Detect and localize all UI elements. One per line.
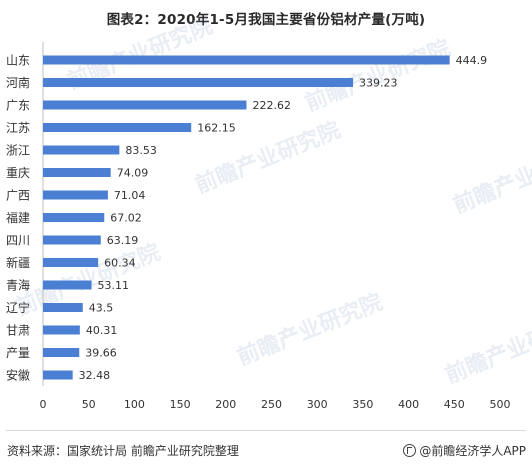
data-label: 71.04 <box>114 189 146 202</box>
x-tick-label: 400 <box>398 398 419 411</box>
x-tick-label: 200 <box>215 398 236 411</box>
data-label: 222.62 <box>252 99 290 112</box>
bar <box>43 145 120 155</box>
category-label: 河南 <box>6 75 30 90</box>
category-label: 浙江 <box>6 144 30 158</box>
category-label: 广东 <box>6 99 30 113</box>
data-label: 63.19 <box>107 234 139 247</box>
brand-name: @前瞻经济学人APP <box>419 444 526 458</box>
x-tick-label: 450 <box>444 398 465 411</box>
data-label: 32.48 <box>79 369 111 382</box>
category-label: 福建 <box>6 210 30 225</box>
chart-title: 图表2：2020年1-5月我国主要省份铝材产量(万吨) <box>106 12 426 28</box>
x-tick-label: 150 <box>170 398 191 411</box>
data-label: 83.53 <box>125 144 157 157</box>
bar <box>43 370 73 380</box>
data-label: 67.02 <box>110 212 142 225</box>
category-label: 山东 <box>6 54 30 68</box>
category-label: 青海 <box>6 278 30 293</box>
brand-credit: @前瞻经济学人APP <box>403 442 526 459</box>
category-label: 安徽 <box>6 368 30 383</box>
brand-logo-icon <box>403 444 417 457</box>
data-label: 444.9 <box>456 54 488 67</box>
bar <box>43 100 247 110</box>
bar <box>43 348 80 357</box>
category-label: 甘肃 <box>6 324 30 338</box>
data-label: 40.31 <box>86 324 118 337</box>
bar <box>43 168 111 177</box>
category-label: 辽宁 <box>6 300 30 315</box>
x-tick-label: 0 <box>40 398 47 411</box>
data-label: 43.5 <box>89 302 114 315</box>
bar <box>43 55 450 65</box>
data-label: 53.11 <box>98 279 130 292</box>
category-label: 新疆 <box>6 255 30 270</box>
category-label: 江苏 <box>6 121 30 135</box>
data-label: 74.09 <box>117 167 149 180</box>
bar-chart: 山东 444.9 河南 339.23 广东 222.62 江苏 162.15 浙江 83.53 重庆… <box>6 42 511 411</box>
bar <box>43 213 105 222</box>
x-tick-label: 350 <box>352 398 373 411</box>
bar <box>43 190 108 200</box>
data-label: 339.23 <box>359 77 398 90</box>
category-label: 重庆 <box>6 166 30 180</box>
x-tick-label: 250 <box>261 398 282 411</box>
category-label: 广西 <box>6 189 30 203</box>
data-label: 60.34 <box>104 257 136 270</box>
bar <box>43 303 83 312</box>
category-label: 四川 <box>6 234 30 248</box>
x-tick-label: 500 <box>490 398 511 411</box>
bar <box>43 325 80 335</box>
x-tick-label: 100 <box>124 398 145 411</box>
source-note: 资料来源：国家统计局 前瞻产业研究院整理 <box>7 444 239 458</box>
bar <box>43 78 354 87</box>
bar <box>43 235 101 245</box>
footer-divider <box>6 430 526 431</box>
data-label: 39.66 <box>85 347 117 360</box>
bar <box>43 258 99 267</box>
data-label: 162.15 <box>197 122 236 135</box>
category-label: 产量 <box>6 346 30 360</box>
x-tick-label: 300 <box>307 398 328 411</box>
bar <box>43 280 92 290</box>
x-tick-label: 50 <box>82 398 96 411</box>
bar <box>43 123 192 132</box>
